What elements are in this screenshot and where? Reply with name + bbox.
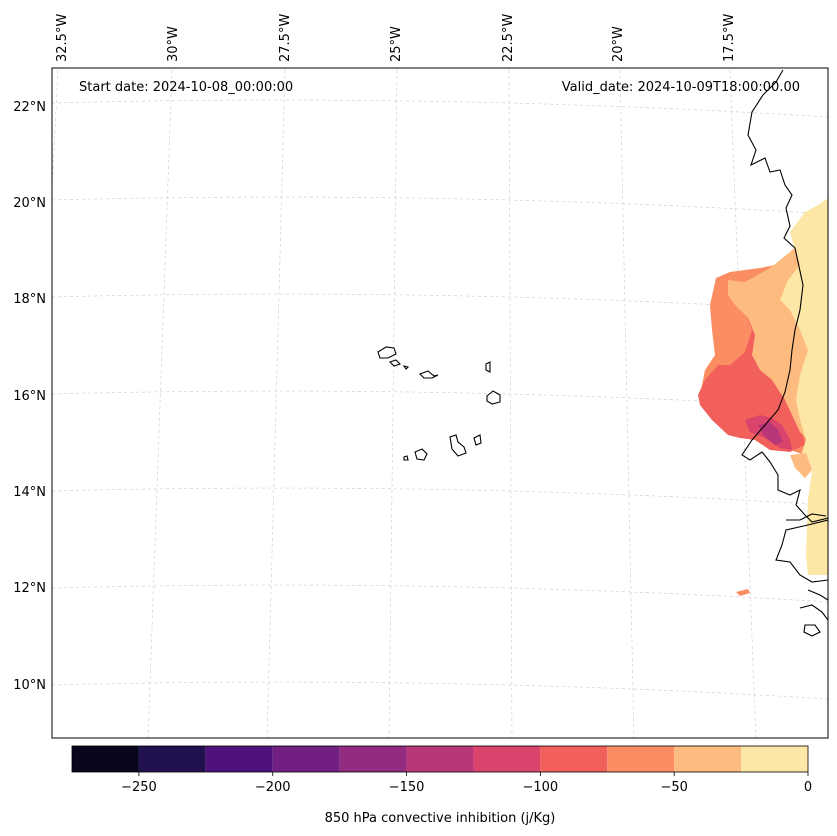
parallel-12n — [52, 584, 828, 603]
lon-label-30w: 30°W — [166, 26, 181, 62]
lon-label-32-5w: 32.5°W — [55, 14, 70, 62]
parallel-22n — [52, 99, 828, 118]
lat-label-14n: 14°N — [13, 485, 46, 500]
meridian-30w — [147, 69, 173, 738]
lat-label-16n: 16°N — [13, 389, 46, 404]
island-fogo — [414, 448, 428, 461]
contour-band-inner-light — [790, 453, 812, 478]
contour-band-neg100-neg75 — [698, 290, 805, 452]
island-sao-vicente — [388, 359, 402, 367]
island-santo-antao — [377, 346, 397, 359]
lon-label-22-5w: 22.5°W — [501, 14, 516, 62]
island-sao-nicolau — [419, 370, 439, 379]
parallel-20n — [52, 196, 828, 215]
colorbar-tick-label-1: −200 — [255, 780, 291, 795]
colorbar-label: 850 hPa convective inhibition (j/Kg) — [325, 811, 556, 826]
colorbar-tick-label-0: −250 — [121, 780, 157, 795]
colorbar-swatch-10 — [741, 746, 808, 772]
lat-label-18n: 18°N — [13, 292, 46, 307]
graticule — [52, 69, 828, 738]
meridian-22-5w — [508, 69, 513, 738]
meridian-25w — [388, 69, 398, 738]
longitude-labels: 32.5°W 30°W 27.5°W 25°W 22.5°W 20°W 17.5… — [55, 14, 737, 62]
island-sal — [485, 361, 491, 373]
island-santiago — [449, 434, 467, 457]
island-santa-luzia — [402, 365, 410, 370]
valid-date-label: Valid_date: 2024-10-09T18:00:00.00 — [562, 80, 800, 95]
start-date-label: Start date: 2024-10-08_00:00:00 — [79, 80, 293, 95]
map-frame — [51, 67, 829, 739]
colorbar-frame — [71, 745, 809, 773]
colorbar-swatch-4 — [339, 746, 407, 772]
contour-band-neg25-0 — [780, 198, 828, 575]
parallel-10n — [52, 681, 828, 700]
lat-label-10n: 10°N — [13, 678, 46, 693]
lat-label-22n: 22°N — [13, 100, 46, 115]
map-panel — [52, 68, 828, 738]
parallel-16n — [52, 390, 828, 409]
colorbar-swatch-8 — [607, 746, 675, 772]
parallel-18n — [52, 293, 828, 312]
gambia-river-detail — [786, 513, 827, 521]
lon-label-27-5w: 27.5°W — [278, 14, 293, 62]
colorbar-tick-label-2: −150 — [389, 780, 425, 795]
meridian-27-5w — [266, 69, 286, 738]
cape-verde-islands — [377, 346, 501, 461]
lon-label-20w: 20°W — [611, 26, 626, 62]
coastlines — [741, 69, 828, 637]
colorbar-swatch-2 — [205, 746, 273, 772]
island-boa-vista — [486, 390, 501, 405]
lat-label-12n: 12°N — [13, 581, 46, 596]
parallel-14n — [52, 487, 828, 506]
island-maio — [473, 434, 482, 446]
colorbar-tick-label-4: −50 — [660, 780, 687, 795]
meridian-20w — [619, 69, 635, 738]
cin-contours — [698, 198, 828, 596]
colorbar-swatch-9 — [674, 746, 742, 772]
meridian-17-5w — [729, 69, 757, 738]
colorbar-swatch-3 — [272, 746, 340, 772]
latitude-labels: 22°N 20°N 18°N 16°N 14°N 12°N 10°N — [13, 100, 46, 693]
colorbar-swatch-5 — [406, 746, 474, 772]
west-africa-coastline — [741, 69, 828, 637]
colorbar-swatch-1 — [138, 746, 206, 772]
lat-label-20n: 20°N — [13, 196, 46, 211]
contour-band-small-neg75 — [736, 589, 750, 596]
island-brava — [403, 455, 409, 461]
colorbar-tick-label-3: −100 — [523, 780, 559, 795]
map-content — [52, 69, 828, 738]
contour-band-neg150-neg125 — [758, 422, 783, 445]
colorbar: −250 −200 −150 −100 −50 0 — [71, 745, 812, 795]
lon-label-17-5w: 17.5°W — [722, 14, 737, 62]
colorbar-swatch-0 — [72, 746, 139, 772]
colorbar-swatch-6 — [473, 746, 541, 772]
lon-label-25w: 25°W — [389, 26, 404, 62]
colorbar-swatch-7 — [540, 746, 608, 772]
meridian-32-5w — [52, 69, 59, 191]
colorbar-tick-label-5: 0 — [804, 780, 812, 795]
